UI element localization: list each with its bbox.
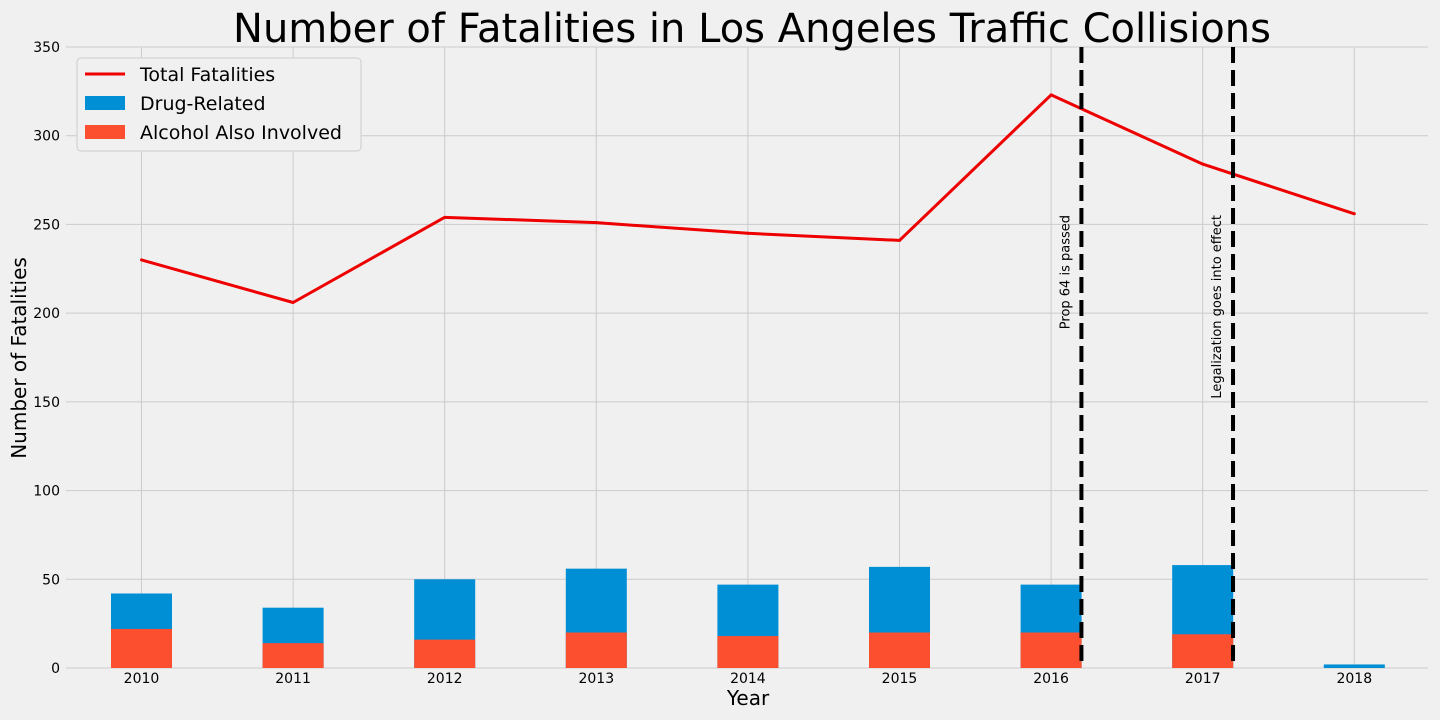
y-axis-label: Number of Fatalities <box>7 257 31 459</box>
line-point <box>746 231 750 235</box>
y-tick-label: 200 <box>33 306 60 322</box>
y-tick-label: 100 <box>33 484 60 500</box>
bar <box>414 639 476 668</box>
bar <box>1020 632 1082 668</box>
y-tick-label: 300 <box>33 129 60 145</box>
bar <box>869 632 930 668</box>
y-tick-label: 0 <box>51 661 60 677</box>
legend-label-alcohol: Alcohol Also Involved <box>140 122 342 144</box>
legend-label-drug: Drug-Related <box>140 93 266 115</box>
bar <box>111 628 172 668</box>
y-tick-label: 150 <box>33 395 60 411</box>
line-series <box>140 93 1356 304</box>
line-point <box>1201 162 1205 166</box>
line-point <box>594 221 598 225</box>
annotation-label: Legalization goes into effect <box>1210 215 1225 399</box>
line-point <box>140 258 143 262</box>
legend-box <box>76 57 362 152</box>
annotation-label: Prop 64 is passed <box>1058 215 1073 329</box>
legend-swatch-alcohol <box>85 125 125 139</box>
legend: Total Fatalities Drug-Related Alcohol Al… <box>76 57 362 152</box>
ticks: 0 50 100 150 200 250 300 350 2010 2011 2012 2013 201… <box>33 40 1372 687</box>
y-tick-label: 250 <box>33 217 60 233</box>
chart-title: Number of Fatalities in Los Angeles Traf… <box>233 6 1271 52</box>
x-tick-label: 2014 <box>730 671 766 687</box>
x-tick-label: 2013 <box>578 671 614 687</box>
y-tick-label: 350 <box>33 40 60 56</box>
x-tick-label: 2018 <box>1336 671 1372 687</box>
x-tick-label: 2016 <box>1033 671 1069 687</box>
x-tick-label: 2010 <box>124 671 160 687</box>
x-axis-label: Year <box>726 686 770 710</box>
line-point <box>1049 93 1053 97</box>
bar <box>717 636 779 668</box>
x-tick-label: 2011 <box>275 671 311 687</box>
bar <box>1172 634 1234 668</box>
x-tick-label: 2015 <box>882 671 918 687</box>
line-point <box>291 300 295 304</box>
line-point <box>1352 212 1356 216</box>
bars <box>111 565 1385 668</box>
x-tick-label: 2012 <box>427 671 463 687</box>
legend-label-total: Total Fatalities <box>139 64 275 86</box>
y-tick-label: 50 <box>42 572 60 588</box>
annotations: Prop 64 is passed Legalization goes into … <box>1058 47 1236 668</box>
bar <box>1323 664 1385 668</box>
legend-swatch-drug <box>85 96 125 110</box>
line-point <box>898 238 901 242</box>
bar <box>565 632 627 668</box>
line-point <box>443 215 447 219</box>
x-tick-label: 2017 <box>1185 671 1221 687</box>
bar <box>262 643 324 668</box>
